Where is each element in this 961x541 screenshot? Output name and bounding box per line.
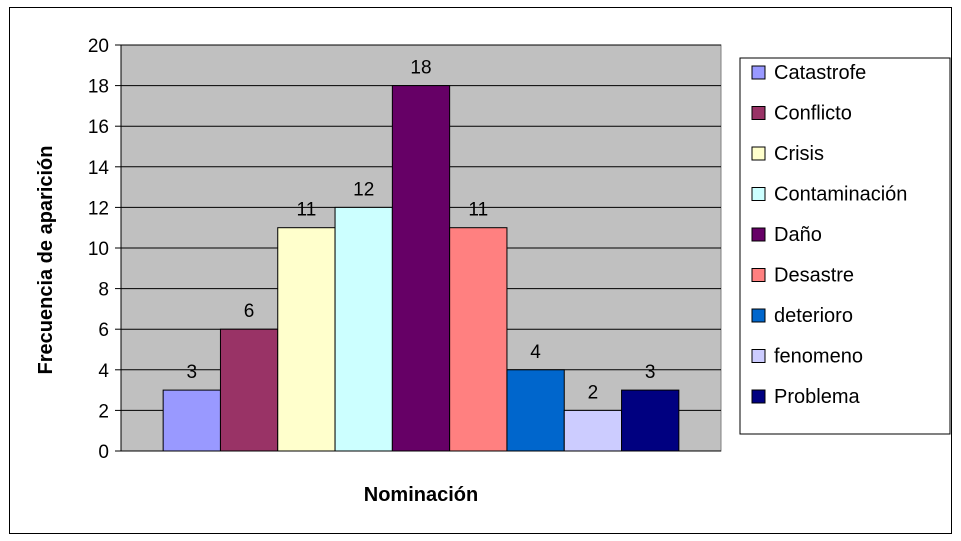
y-tick-label: 10 <box>88 239 109 260</box>
legend-swatch <box>751 106 766 120</box>
legend-label: Desastre <box>774 265 854 287</box>
legend-label: deterioro <box>774 305 853 327</box>
y-tick-label: 12 <box>88 198 109 219</box>
legend-label: Catastrofe <box>774 62 866 84</box>
y-axis: 0 2 4 6 8 10 12 14 16 18 20 <box>88 36 721 463</box>
y-tick-label: 4 <box>98 361 109 382</box>
bar-value-label: 4 <box>530 342 541 363</box>
legend-swatch <box>751 146 766 161</box>
bar-value-label: 18 <box>410 58 431 79</box>
bar-desastre <box>449 227 508 452</box>
bar-value-label: 3 <box>187 362 198 383</box>
bar-daño <box>391 85 451 452</box>
y-tick-label: 2 <box>98 401 109 422</box>
legend-swatch <box>751 227 766 242</box>
legend-swatch <box>751 268 766 282</box>
legend-label: Contaminación <box>774 184 907 206</box>
y-tick-label: 0 <box>98 442 109 463</box>
bar-labels: 3 6 11 12 18 11 4 2 3 <box>187 58 656 404</box>
y-tick-label: 8 <box>98 280 109 301</box>
bar-fenomeno <box>563 409 623 452</box>
bar-crisis <box>277 227 336 452</box>
legend-label: Crisis <box>774 143 824 165</box>
bar-value-label: 2 <box>588 382 599 403</box>
y-tick-label: 14 <box>88 158 110 179</box>
legend-label: Conflicto <box>774 103 852 125</box>
y-axis-title: Frecuencia de aparición <box>35 146 57 375</box>
y-tick-label: 18 <box>88 77 109 98</box>
bar-value-label: 6 <box>244 301 255 322</box>
bar-value-label: 3 <box>645 362 656 383</box>
bar-deterioro <box>506 369 565 452</box>
y-tick-label: 20 <box>88 36 109 57</box>
legend <box>739 57 951 435</box>
bar-catastrofe <box>162 389 221 452</box>
legend-swatch <box>751 187 766 201</box>
bar-conflicto <box>219 328 279 452</box>
legend-swatch <box>751 308 766 323</box>
bar-value-label: 11 <box>468 200 488 221</box>
legend-swatch <box>751 389 766 404</box>
bar-problema <box>621 389 680 452</box>
legend-label: Daño <box>774 224 822 246</box>
legend-swatch <box>751 349 766 363</box>
legend-label: Problema <box>774 386 860 408</box>
y-tick-label: 16 <box>88 117 109 138</box>
bar-value-label: 12 <box>353 179 374 200</box>
legend-items: Catastrofe Conflicto Crisis Contaminación Da… <box>751 62 907 408</box>
x-axis-title: Nominación <box>364 484 478 506</box>
bar-value-label: 11 <box>297 200 317 221</box>
bar-contaminación <box>334 206 393 452</box>
legend-label: fenomeno <box>774 346 863 368</box>
y-tick-label: 6 <box>98 320 109 341</box>
legend-swatch <box>751 65 766 80</box>
